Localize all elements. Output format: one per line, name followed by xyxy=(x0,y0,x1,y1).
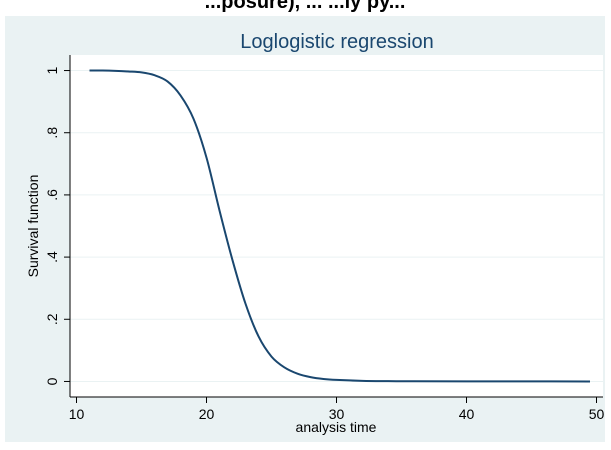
cropped-header-title: ...posure), ... ...ly py... xyxy=(205,0,406,13)
chart-title: Loglogistic regression xyxy=(240,31,433,53)
survival-curve-line xyxy=(89,69,591,383)
x-tick-label: 50 xyxy=(589,406,605,422)
y-tick-label: .4 xyxy=(44,251,60,263)
y-tick-label: 0 xyxy=(44,377,60,385)
y-axis-title: Survival function xyxy=(25,175,41,278)
x-tick-label: 10 xyxy=(69,406,85,422)
x-axis-title: analysis time xyxy=(296,419,377,435)
y-tick-label: .6 xyxy=(44,189,60,201)
y-axis: 0 .2 .4 .6 .8 1 xyxy=(44,55,71,397)
plot-area xyxy=(70,55,603,397)
x-tick-label: 30 xyxy=(329,406,345,422)
x-axis: 10 20 30 40 50 xyxy=(69,396,605,422)
y-tick-label: .2 xyxy=(44,313,60,325)
series-layer xyxy=(89,69,591,383)
x-tick-label: 40 xyxy=(459,406,475,422)
gridlines xyxy=(70,70,603,382)
y-tick-label: .8 xyxy=(44,127,60,139)
y-tick-label: 1 xyxy=(44,66,60,74)
x-tick-label: 20 xyxy=(199,406,215,422)
